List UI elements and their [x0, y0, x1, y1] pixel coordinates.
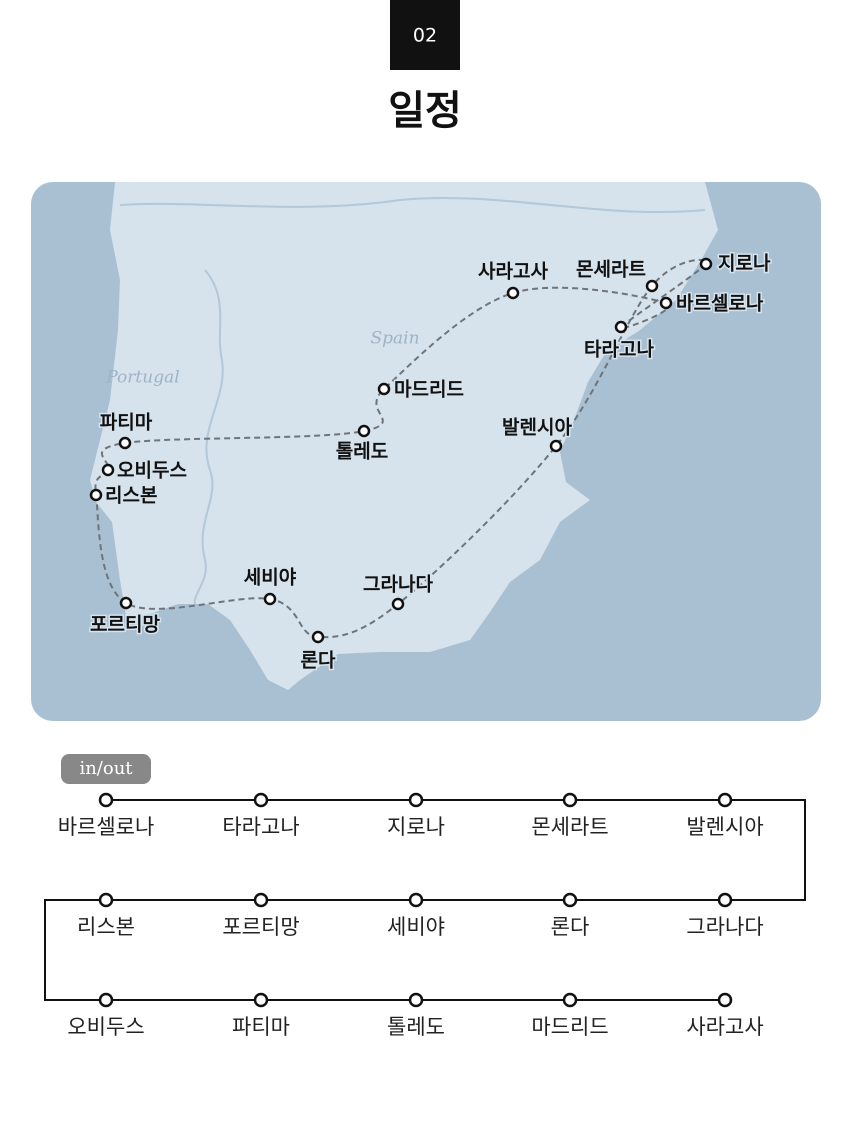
city-label: 바르셀로나	[676, 293, 764, 315]
city-marker	[377, 382, 391, 396]
stop-label: 톨레도	[387, 1015, 445, 1039]
border	[119, 196, 706, 214]
route-track	[44, 799, 806, 1001]
stop-marker	[98, 992, 114, 1008]
stop-marker	[98, 892, 114, 908]
stop-marker	[408, 992, 424, 1008]
city-label: 톨레도	[336, 441, 388, 463]
city-marker	[263, 592, 277, 606]
city-label: 몬세라트	[576, 259, 646, 281]
city-label: 타라고나	[584, 339, 654, 361]
land	[90, 182, 718, 690]
stop-label: 몬세라트	[531, 815, 608, 839]
city-label: 발렌시아	[502, 417, 572, 439]
stop-marker	[253, 992, 269, 1008]
stop-label: 파티마	[232, 1015, 290, 1039]
city-marker	[119, 596, 133, 610]
city-label: 지로나	[718, 253, 771, 275]
stop-label: 세비야	[387, 915, 445, 939]
section-badge	[390, 0, 460, 70]
stop-label: 마드리드	[531, 1015, 608, 1039]
city-label: 포르티망	[90, 614, 160, 636]
city-label: 사라고사	[478, 261, 548, 283]
page-title: 일정	[388, 88, 462, 134]
in-out-label: in/out	[79, 758, 133, 779]
city-label: 그라나다	[363, 574, 433, 596]
city-label: 세비야	[244, 567, 297, 589]
stop-marker	[717, 792, 733, 808]
stop-label: 지로나	[387, 815, 445, 839]
city-marker	[659, 296, 673, 310]
stop-label: 론다	[551, 915, 590, 939]
border	[193, 269, 224, 605]
stop-label: 그라나다	[686, 915, 763, 939]
section-number: 02	[413, 25, 437, 47]
city-label: 오비두스	[117, 460, 187, 482]
stop-marker	[253, 792, 269, 808]
in-out-tag	[61, 754, 151, 784]
city-marker	[645, 279, 659, 293]
stop-label: 리스본	[77, 915, 135, 939]
country-label: Portugal	[105, 368, 179, 388]
stop-label: 오비두스	[67, 1015, 144, 1039]
stop-marker	[408, 892, 424, 908]
stop-marker	[562, 892, 578, 908]
country-label: Spain	[370, 329, 419, 349]
stop-marker	[562, 992, 578, 1008]
city-marker	[614, 320, 628, 334]
stop-label: 사라고사	[686, 1015, 763, 1039]
city-label: 마드리드	[394, 379, 464, 401]
city-marker	[357, 424, 371, 438]
city-marker	[89, 488, 103, 502]
city-marker	[118, 436, 132, 450]
stop-label: 타라고나	[222, 815, 299, 839]
stop-marker	[717, 892, 733, 908]
stop-marker	[717, 992, 733, 1008]
city-marker	[311, 630, 325, 644]
stop-label: 포르티망	[222, 915, 299, 939]
city-marker	[549, 439, 563, 453]
stop-label: 발렌시아	[686, 815, 763, 839]
city-marker	[391, 597, 405, 611]
stop-marker	[253, 892, 269, 908]
stop-marker	[562, 792, 578, 808]
city-label: 론다	[301, 650, 336, 672]
stop-label: 바르셀로나	[58, 815, 155, 839]
city-marker	[699, 257, 713, 271]
city-label: 파티마	[100, 412, 153, 434]
city-label: 리스본	[105, 485, 157, 507]
city-marker	[101, 463, 115, 477]
city-marker	[506, 286, 520, 300]
stop-marker	[408, 792, 424, 808]
stop-marker	[98, 792, 114, 808]
